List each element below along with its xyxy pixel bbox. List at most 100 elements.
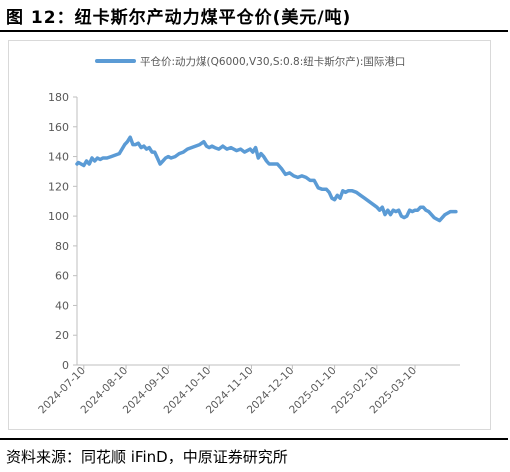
data-point [205, 144, 208, 148]
data-point [169, 156, 173, 160]
data-point [363, 197, 366, 200]
y-tick-label: 180 [48, 91, 69, 104]
data-point [265, 159, 268, 163]
series-line [75, 135, 458, 223]
data-point [235, 149, 238, 152]
data-point [243, 150, 246, 154]
legend-label: 平仓价:动力煤(Q6000,V30,S:0.8:纽卡斯尔产):国际港口 [140, 55, 405, 68]
data-point [88, 162, 91, 166]
data-point [378, 209, 381, 212]
data-point [145, 147, 148, 151]
data-point [213, 146, 216, 149]
data-point [118, 152, 121, 155]
data-point [134, 143, 137, 146]
data-point [330, 197, 334, 200]
data-point [432, 216, 436, 219]
data-point [202, 140, 205, 143]
data-point [325, 188, 328, 191]
data-point [371, 203, 374, 206]
data-point [131, 143, 135, 146]
data-point [208, 146, 211, 149]
data-point [210, 144, 214, 148]
data-point [148, 146, 151, 149]
data-point [156, 156, 159, 160]
data-point [164, 156, 167, 160]
data-point [288, 171, 291, 175]
data-point [405, 214, 408, 218]
data-point [416, 209, 419, 212]
data-point [441, 216, 444, 219]
data-point [259, 152, 263, 155]
y-tick-label: 80 [55, 240, 69, 253]
data-point [394, 210, 398, 213]
data-point [336, 194, 339, 197]
data-point [77, 161, 80, 164]
data-point [284, 173, 287, 176]
data-point [400, 214, 403, 218]
data-point [120, 147, 124, 151]
data-point [347, 189, 350, 192]
data-point [158, 162, 162, 166]
data-point [375, 206, 379, 209]
data-point [105, 156, 109, 160]
data-point [262, 155, 265, 158]
data-point [150, 150, 154, 154]
data-point [229, 146, 233, 149]
data-point [389, 213, 392, 216]
data-point [239, 147, 242, 151]
data-point [351, 189, 354, 192]
data-point [443, 213, 447, 216]
data-point [96, 156, 99, 160]
y-tick-label: 20 [55, 329, 69, 342]
data-point [392, 209, 395, 212]
data-point [101, 156, 105, 160]
data-point [381, 206, 384, 209]
data-point [182, 150, 185, 154]
data-point [153, 150, 156, 154]
figure-title: 图 12：纽卡斯尔产动力煤平仓价(美元/吨) [6, 8, 352, 28]
data-point [232, 147, 235, 151]
source-rule [0, 438, 508, 440]
data-point [99, 158, 102, 161]
y-tick-label: 0 [62, 359, 69, 372]
data-point [411, 210, 414, 213]
data-point [321, 188, 324, 191]
data-point [386, 209, 389, 212]
data-point [341, 189, 344, 192]
data-point [93, 159, 96, 163]
data-point [75, 162, 79, 166]
data-point [129, 136, 132, 139]
data-point [268, 162, 271, 166]
data-point [355, 191, 358, 194]
data-point [109, 155, 113, 158]
data-point [246, 149, 249, 152]
data-point [248, 147, 252, 151]
data-point [430, 213, 433, 216]
data-point [139, 146, 143, 149]
y-tick-label: 120 [48, 180, 69, 193]
data-point [328, 191, 331, 194]
data-point [419, 206, 422, 209]
data-point [397, 209, 400, 212]
plot-area [75, 135, 458, 223]
title-rule [0, 30, 508, 32]
data-point [178, 152, 181, 155]
data-point [344, 191, 347, 194]
data-point [402, 216, 406, 219]
data-point [317, 186, 320, 189]
data-point [446, 211, 449, 215]
data-point [338, 197, 342, 200]
y-tick-label: 60 [55, 270, 69, 283]
data-point [85, 159, 88, 163]
data-point [167, 155, 170, 158]
data-point [367, 200, 370, 203]
y-tick-label: 100 [48, 210, 69, 223]
data-point [313, 179, 316, 182]
data-point [194, 144, 197, 148]
data-point [359, 194, 362, 197]
chart-frame [8, 40, 491, 430]
data-point [427, 210, 430, 213]
data-point [217, 147, 220, 151]
data-point [137, 142, 140, 145]
data-point [225, 147, 229, 151]
